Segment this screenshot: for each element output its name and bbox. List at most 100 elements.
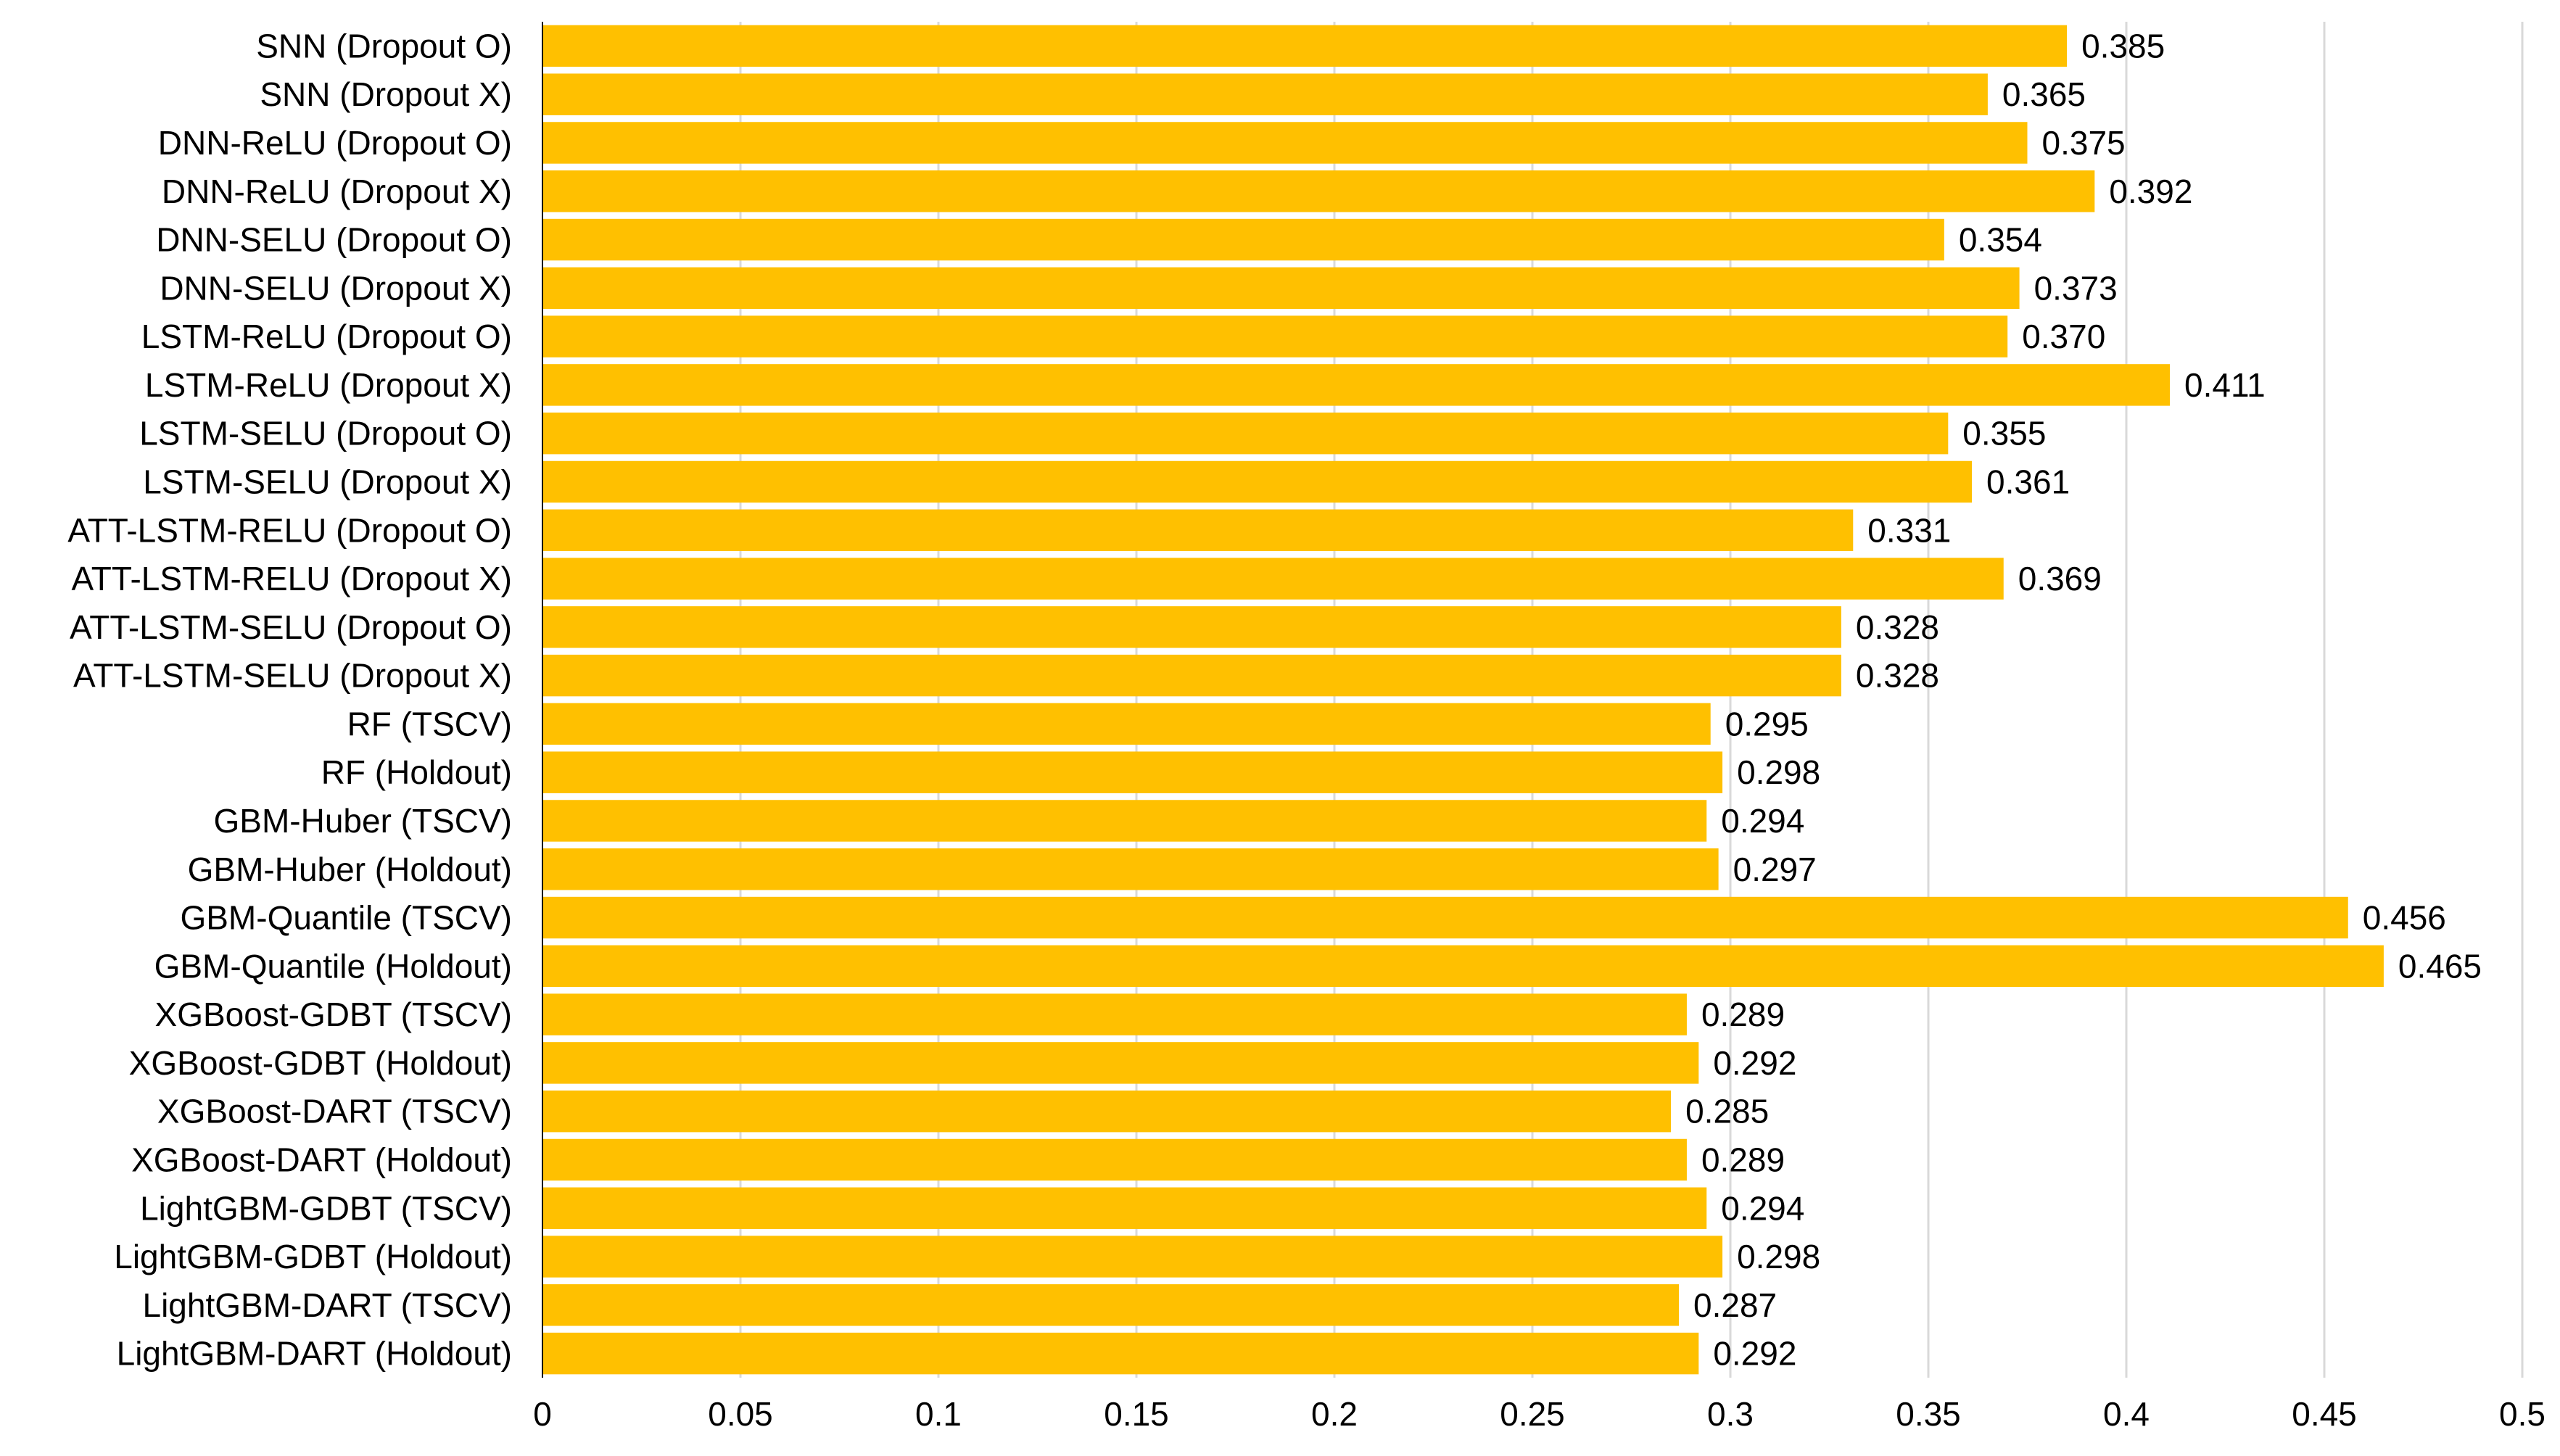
category-label: GBM-Quantile (Holdout) — [154, 947, 512, 985]
bar — [542, 606, 1841, 648]
x-tick-label: 0.05 — [708, 1395, 773, 1433]
category-label: ATT-LSTM-SELU (Dropout O) — [70, 608, 512, 646]
x-tick-label: 0 — [533, 1395, 552, 1433]
category-label: ATT-LSTM-RELU (Dropout O) — [67, 511, 512, 549]
x-axis-ticks: 0 0.05 0.1 0.15 0.2 0.25 0.3 0.35 0.4 0.45 0.5 — [533, 1395, 2545, 1433]
data-label: 0.354 — [1959, 221, 2042, 259]
category-label: DNN-ReLU (Dropout X) — [162, 173, 512, 210]
bar — [542, 751, 1723, 793]
category-label: LSTM-ReLU (Dropout O) — [141, 318, 512, 355]
bar — [542, 1138, 1687, 1181]
data-label: 0.456 — [2363, 899, 2446, 937]
bar — [542, 848, 1719, 890]
x-tick-label: 0.25 — [1500, 1395, 1565, 1433]
data-label: 0.292 — [1713, 1335, 1796, 1373]
category-label: XGBoost-DART (TSCV) — [157, 1093, 512, 1130]
category-label: LightGBM-GDBT (TSCV) — [140, 1189, 512, 1227]
category-label: XGBoost-DART (Holdout) — [131, 1141, 512, 1178]
data-label: 0.411 — [2184, 366, 2266, 404]
category-label: LightGBM-DART (Holdout) — [117, 1335, 512, 1373]
data-label: 0.292 — [1713, 1044, 1796, 1082]
category-label: DNN-SELU (Dropout O) — [156, 221, 512, 259]
category-label: RF (Holdout) — [321, 753, 512, 791]
x-tick-label: 0.2 — [1311, 1395, 1358, 1433]
category-label: ATT-LSTM-SELU (Dropout X) — [73, 657, 512, 695]
data-label: 0.331 — [1867, 511, 1951, 549]
x-tick-label: 0.4 — [2103, 1395, 2150, 1433]
data-label: 0.295 — [1725, 705, 1809, 743]
category-label: RF (TSCV) — [347, 705, 512, 743]
bar — [542, 896, 2348, 939]
bar — [542, 122, 2028, 164]
value-labels: 0.385 0.365 0.375 0.392 0.354 0.373 0.370 0.411… — [1685, 27, 2482, 1372]
bar — [542, 1090, 1672, 1133]
bar — [542, 1332, 1699, 1375]
data-label: 0.370 — [2022, 318, 2105, 355]
bar — [542, 558, 2004, 600]
x-tick-label: 0.45 — [2292, 1395, 2357, 1433]
category-label: DNN-ReLU (Dropout O) — [158, 124, 512, 162]
bar — [542, 170, 2095, 212]
bar — [542, 1284, 1680, 1326]
bar — [542, 800, 1707, 842]
data-label: 0.287 — [1693, 1286, 1777, 1324]
bar — [542, 509, 1854, 551]
bar — [542, 315, 2008, 357]
bar — [542, 654, 1841, 697]
data-label: 0.465 — [2398, 947, 2482, 985]
x-tick-label: 0.1 — [915, 1395, 962, 1433]
category-label: LSTM-SELU (Dropout O) — [139, 415, 512, 452]
category-labels: SNN (Dropout O) SNN (Dropout X) DNN-ReLU (… — [67, 27, 512, 1372]
data-label: 0.289 — [1701, 996, 1785, 1033]
x-tick-label: 0.35 — [1896, 1395, 1961, 1433]
bar — [542, 945, 2384, 988]
bar — [542, 218, 1944, 261]
data-label: 0.375 — [2042, 124, 2126, 162]
category-label: SNN (Dropout X) — [260, 75, 512, 113]
x-tick-label: 0.5 — [2499, 1395, 2545, 1433]
data-label: 0.373 — [2034, 269, 2118, 307]
data-label: 0.355 — [1962, 415, 2046, 452]
data-label: 0.369 — [2018, 560, 2102, 597]
bar — [542, 993, 1687, 1035]
data-label: 0.294 — [1721, 802, 1804, 840]
data-label: 0.298 — [1737, 1238, 1820, 1275]
bar — [542, 460, 1973, 503]
bar — [542, 1236, 1723, 1278]
bar — [542, 364, 2171, 406]
bar — [542, 1187, 1707, 1229]
bar — [542, 73, 1988, 115]
category-label: LightGBM-DART (TSCV) — [142, 1286, 512, 1324]
bar — [542, 703, 1711, 745]
data-label: 0.365 — [2002, 75, 2086, 113]
category-label: LSTM-ReLU (Dropout X) — [145, 366, 512, 404]
category-label: GBM-Huber (TSCV) — [214, 802, 512, 840]
x-tick-label: 0.3 — [1707, 1395, 1754, 1433]
category-label: GBM-Quantile (TSCV) — [180, 899, 512, 937]
bar — [542, 1042, 1699, 1084]
category-label: XGBoost-GDBT (Holdout) — [129, 1044, 512, 1082]
data-label: 0.385 — [2081, 27, 2165, 65]
data-label: 0.361 — [1986, 463, 2070, 500]
data-label: 0.328 — [1856, 657, 1939, 695]
x-tick-label: 0.15 — [1104, 1395, 1169, 1433]
category-label: SNN (Dropout O) — [256, 27, 512, 65]
data-label: 0.294 — [1721, 1189, 1804, 1227]
category-label: DNN-SELU (Dropout X) — [160, 269, 512, 307]
bars — [542, 25, 2384, 1375]
data-label: 0.285 — [1685, 1093, 1769, 1130]
category-label: LightGBM-GDBT (Holdout) — [114, 1238, 512, 1275]
data-label: 0.328 — [1856, 608, 1939, 646]
data-label: 0.297 — [1733, 851, 1817, 888]
category-label: XGBoost-GDBT (TSCV) — [155, 996, 512, 1033]
bar — [542, 25, 2068, 67]
data-label: 0.392 — [2109, 173, 2192, 210]
category-label: LSTM-SELU (Dropout X) — [143, 463, 512, 500]
bar — [542, 267, 2020, 310]
bar — [542, 412, 1949, 455]
data-label: 0.298 — [1737, 753, 1820, 791]
category-label: GBM-Huber (Holdout) — [188, 851, 512, 888]
category-label: ATT-LSTM-RELU (Dropout X) — [72, 560, 512, 597]
data-label: 0.289 — [1701, 1141, 1785, 1178]
